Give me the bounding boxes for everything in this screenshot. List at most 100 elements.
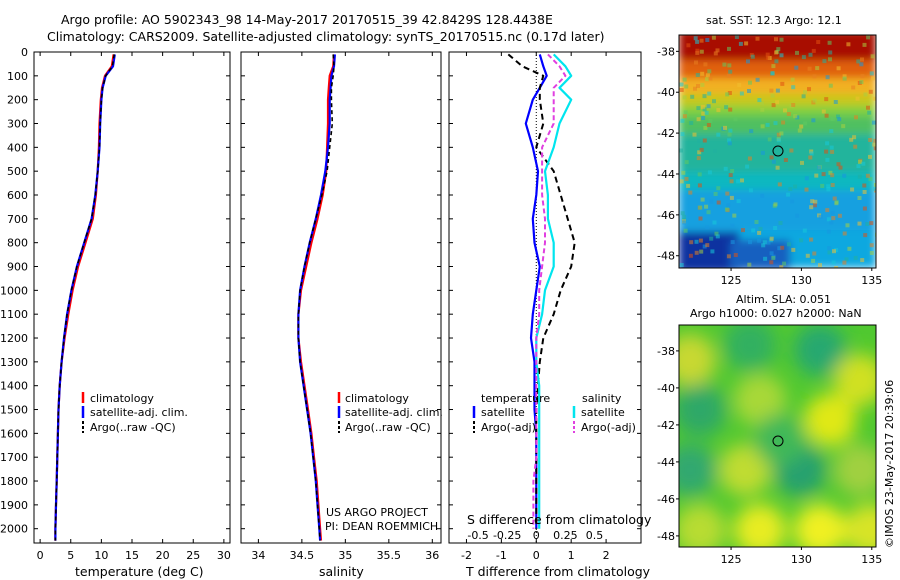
sla-blob (794, 325, 846, 376)
legend-satellite-label: satellite-adj. clim. (90, 406, 188, 419)
sst-pixel (775, 165, 780, 170)
x-tick-label: 30 (217, 549, 231, 562)
sst-pixel (832, 196, 837, 201)
sla-blob (679, 334, 716, 386)
sst-pixel (808, 52, 813, 57)
sst-pixel (868, 154, 872, 159)
sst-pixel (702, 244, 707, 249)
sst-pixel (872, 142, 876, 147)
x-tick-label: 34.5 (290, 549, 315, 562)
depth-tick-label: 700 (7, 213, 28, 226)
sst-pixel (837, 117, 842, 122)
sst-pixel (762, 240, 767, 245)
map-y-tick-label: -38 (657, 345, 675, 358)
sst-pixel (695, 73, 700, 77)
series-line (297, 54, 336, 541)
map-y-tick-label: -48 (657, 530, 675, 543)
x-tick-label: 35.5 (377, 549, 402, 562)
legend-climatology-label: climatology (345, 392, 409, 405)
sst-pixel (825, 75, 830, 80)
sst-pixel (716, 132, 721, 137)
sst-pixel (842, 173, 847, 178)
sst-pixel (802, 228, 807, 233)
sst-pixel (761, 243, 766, 248)
sst-pixel (778, 221, 783, 225)
sst-pixel (727, 63, 732, 68)
sst-pixel (771, 103, 776, 108)
x-tick-label: 1 (568, 549, 575, 562)
sst-pixel (786, 112, 791, 116)
depth-tick-label: 1400 (0, 380, 28, 393)
sst-pixel (748, 188, 753, 193)
sst-pixel (713, 51, 718, 56)
sst-pixel (689, 240, 694, 245)
credit-line1: US ARGO PROJECT (326, 506, 428, 519)
sst-pixel (682, 220, 687, 225)
sst-pixel (728, 173, 733, 178)
sst-pixel (776, 47, 781, 52)
sst-pixel (814, 173, 819, 178)
sst-pixel (709, 236, 714, 241)
sla-map (678, 324, 877, 548)
sst-pixel (699, 38, 704, 43)
sst-pixel (846, 42, 851, 47)
credit-line2: PI: DEAN ROEMMICH (325, 520, 438, 533)
sst-pixel (682, 114, 687, 119)
sst-pixel (722, 62, 727, 67)
sst-pixel (775, 100, 780, 105)
sst-pixel (820, 183, 825, 188)
sst-pixel (828, 50, 833, 55)
sst-pixel (865, 173, 870, 178)
sst-pixel (868, 176, 873, 181)
sst-pixel (809, 205, 814, 210)
sst-pixel (681, 170, 686, 175)
sst-pixel (816, 40, 821, 44)
sst-pixel (746, 59, 750, 64)
sst-pixel (869, 221, 874, 226)
sst-pixel (868, 89, 873, 94)
sst-pixel (790, 199, 795, 204)
sst-pixel (856, 59, 861, 64)
sst-pixel (706, 104, 711, 109)
sst-pixel (702, 107, 707, 112)
sst-pixel (712, 220, 717, 225)
legend-satellite-label: satellite-adj. clim. (345, 406, 443, 419)
sst-pixel (695, 50, 700, 55)
sst-pixel (786, 192, 791, 197)
sst-pixel (825, 157, 830, 162)
depth-tick-label: 800 (7, 237, 28, 250)
depth-tick-label: 200 (7, 94, 28, 107)
sst-pixel (857, 221, 862, 226)
sst-pixel (812, 74, 817, 79)
series-line (507, 53, 576, 529)
sst-pixel (703, 62, 708, 67)
difference-legend: temperature salinity satellite Argo(-adj… (472, 392, 636, 434)
sst-pixel (795, 213, 800, 218)
sst-pixel (868, 138, 873, 142)
depth-tick-label: 1200 (0, 332, 28, 345)
sst-pixel (748, 80, 752, 85)
sst-pixel (727, 91, 732, 95)
sst-pixel (837, 213, 842, 218)
sst-pixel (696, 84, 700, 88)
sst-pixel (873, 138, 876, 143)
sst-pixel (842, 231, 847, 236)
sst-pixel (695, 39, 700, 44)
x-tick-label: 0 (533, 549, 540, 562)
sst-pixel (694, 239, 699, 244)
sst-pixel (770, 93, 775, 98)
sst-pixel (694, 250, 699, 255)
sst-pixel (701, 116, 706, 120)
sst-pixel (723, 166, 728, 171)
sst-map-title: sat. SST: 12.3 Argo: 12.1 (706, 14, 842, 27)
sst-pixel (795, 50, 799, 55)
sst-pixel (779, 265, 784, 268)
sst-map (678, 34, 877, 269)
map-x-tick-label: 135 (861, 553, 882, 566)
sst-map-frame (678, 34, 877, 269)
sst-pixel (727, 132, 732, 137)
sst-pixel (707, 91, 712, 96)
sst-pixel (836, 114, 840, 119)
sst-pixel (826, 217, 831, 222)
sst-pixel (830, 210, 835, 215)
